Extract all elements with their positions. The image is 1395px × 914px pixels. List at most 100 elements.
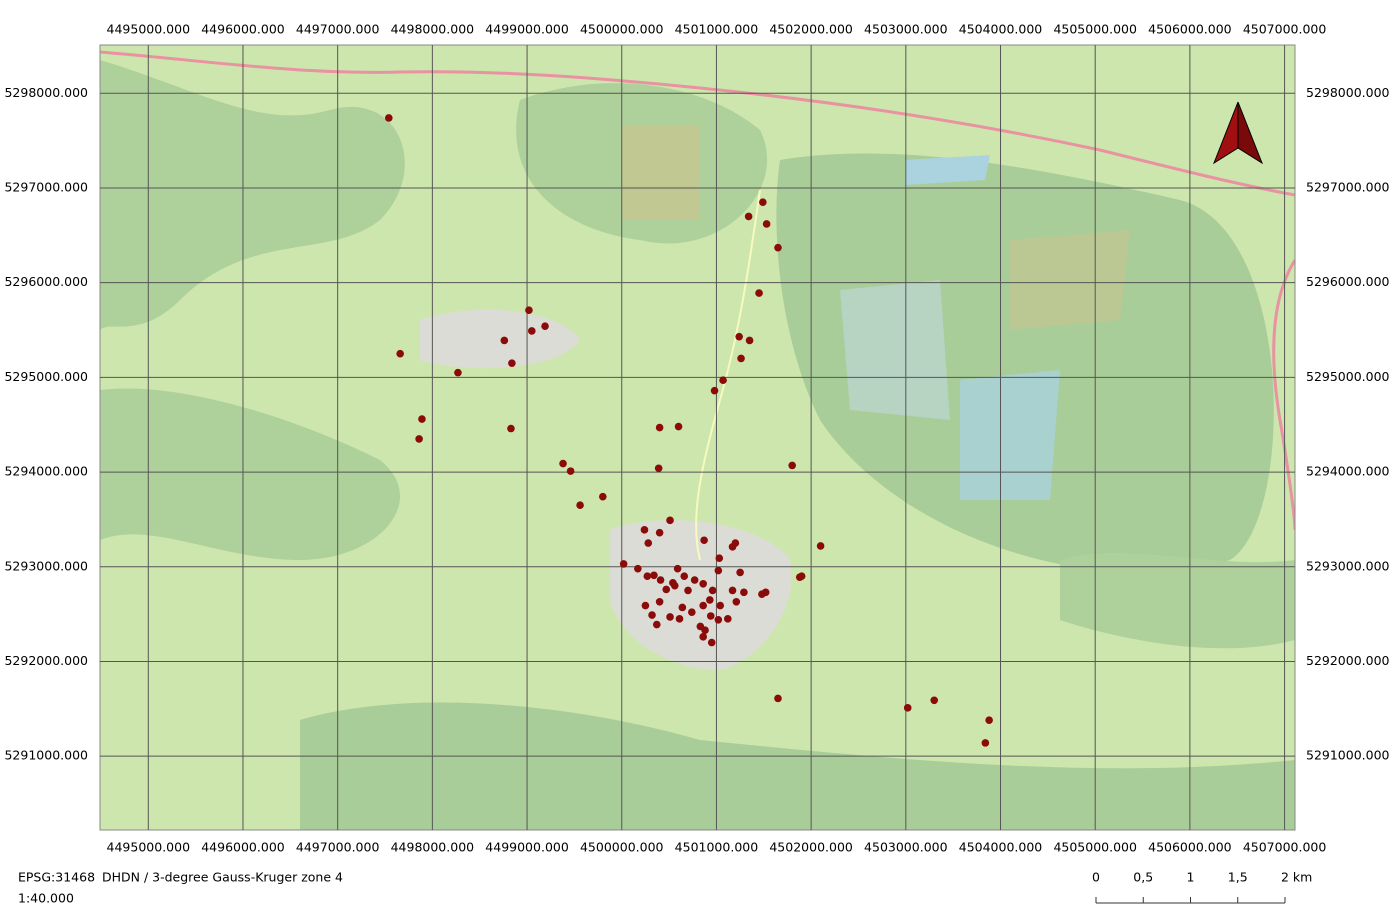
x-tick-label: 4505000.000 — [1053, 22, 1137, 37]
point — [418, 415, 426, 423]
point — [648, 611, 656, 619]
x-tick-label: 4498000.000 — [391, 22, 475, 37]
y-tick-label: 5297000.000 — [4, 179, 88, 194]
point — [795, 573, 804, 581]
x-tick-label: 4503000.000 — [864, 22, 948, 37]
point — [758, 590, 766, 599]
x-tick-label: 4500000.000 — [580, 22, 664, 37]
x-tick-label: 4498000.000 — [391, 840, 475, 855]
point — [566, 467, 575, 475]
x-tick-label: 4506000.000 — [1148, 22, 1232, 37]
point — [641, 601, 650, 610]
point — [599, 492, 607, 501]
point — [666, 613, 674, 621]
point — [706, 612, 715, 620]
y-tick-label: 5291000.000 — [1306, 748, 1390, 763]
y-tick-label: 5292000.000 — [1306, 653, 1390, 668]
x-tick-label: 4499000.000 — [485, 22, 569, 37]
point — [985, 716, 993, 724]
point — [525, 306, 533, 314]
point — [728, 543, 737, 551]
point — [714, 566, 723, 575]
point — [678, 603, 687, 612]
point — [716, 601, 725, 610]
point — [788, 461, 796, 470]
point — [688, 608, 696, 617]
point — [714, 615, 723, 624]
x-tick-label: 4495000.000 — [107, 22, 191, 37]
point — [701, 626, 709, 634]
point — [903, 704, 912, 712]
point — [559, 459, 567, 468]
x-tick-label: 4501000.000 — [675, 22, 759, 37]
point — [674, 422, 683, 431]
x-tick-label: 4502000.000 — [769, 840, 853, 855]
point — [706, 596, 714, 604]
point — [744, 212, 753, 221]
point — [643, 572, 652, 581]
point — [666, 516, 674, 525]
point — [684, 586, 692, 595]
point — [690, 576, 699, 584]
y-tick-label: 5292000.000 — [4, 653, 88, 668]
y-tick-label: 5295000.000 — [4, 369, 88, 384]
point — [454, 368, 462, 377]
point — [507, 424, 515, 433]
point — [650, 571, 658, 580]
point — [740, 588, 748, 597]
point — [640, 526, 649, 534]
point — [719, 376, 727, 385]
scale-bar-label: 1,5 — [1228, 870, 1248, 885]
point — [508, 359, 516, 367]
points — [385, 114, 993, 747]
point — [644, 539, 653, 547]
point — [774, 243, 782, 252]
x-tick-label: 4502000.000 — [769, 22, 853, 37]
x-tick-label: 4504000.000 — [959, 22, 1043, 37]
scale-bar: 0 0,5 1 1,5 2 km — [1092, 870, 1312, 904]
scale-bar-label: 2 km — [1281, 870, 1312, 885]
point — [735, 332, 743, 341]
point — [675, 615, 684, 623]
north-arrow — [1212, 101, 1264, 165]
y-tick-label: 5294000.000 — [4, 464, 88, 479]
point — [737, 354, 745, 363]
point — [655, 597, 664, 606]
point — [619, 560, 628, 568]
point — [724, 615, 732, 623]
point — [527, 327, 536, 335]
y-tick-label: 5294000.000 — [1306, 464, 1390, 479]
point — [708, 586, 717, 595]
x-tick-label: 4505000.000 — [1053, 840, 1137, 855]
basemap — [100, 45, 1295, 830]
point — [634, 564, 642, 573]
x-tick-label: 4507000.000 — [1243, 22, 1327, 37]
x-tick-label: 4497000.000 — [296, 22, 380, 37]
x-tick-label: 4504000.000 — [959, 840, 1043, 855]
y-tick-label: 5298000.000 — [1306, 85, 1390, 100]
x-tick-label: 4506000.000 — [1148, 840, 1232, 855]
point — [710, 386, 719, 395]
x-tick-label: 4495000.000 — [107, 840, 191, 855]
map-frame — [99, 44, 1296, 831]
point — [816, 542, 825, 550]
y-tick-label: 5293000.000 — [4, 558, 88, 573]
point — [655, 528, 664, 537]
x-tick-label: 4496000.000 — [201, 22, 285, 37]
point — [930, 696, 939, 705]
point — [673, 564, 682, 573]
y-tick-label: 5296000.000 — [1306, 274, 1390, 289]
point — [662, 585, 671, 594]
y-tick-label: 5298000.000 — [4, 85, 88, 100]
x-tick-label: 4497000.000 — [296, 840, 380, 855]
scale-bar-label: 0,5 — [1133, 870, 1153, 885]
point — [576, 501, 584, 510]
map-scale: 1:40.000 — [18, 891, 74, 906]
x-tick-label: 4499000.000 — [485, 840, 569, 855]
x-tick-label: 4501000.000 — [675, 840, 759, 855]
point — [654, 464, 663, 473]
point — [700, 536, 708, 545]
point — [736, 568, 744, 577]
scale-bar-label: 0 — [1092, 870, 1100, 885]
